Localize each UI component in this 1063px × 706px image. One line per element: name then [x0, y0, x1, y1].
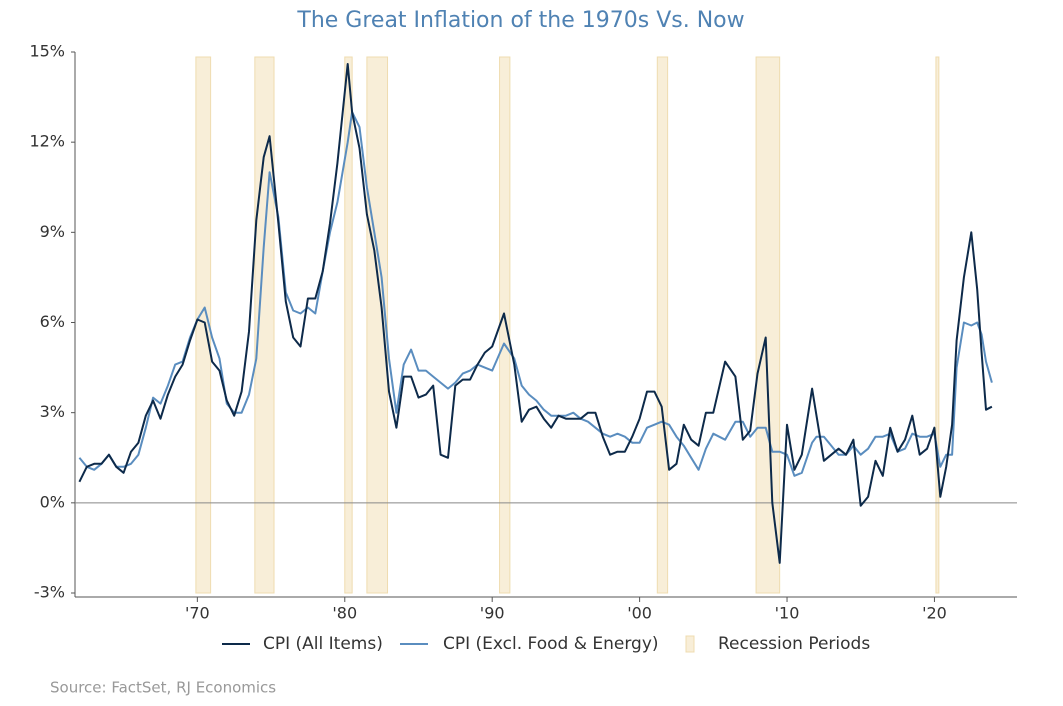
x-tick-label: '00	[627, 604, 652, 623]
legend-label: Recession Periods	[718, 634, 870, 654]
legend-swatch	[685, 635, 695, 653]
y-tick-label: 12%	[29, 132, 65, 151]
series-line	[78, 63, 993, 564]
series-line	[78, 111, 993, 477]
y-tick-label: 6%	[40, 312, 65, 331]
recession-band	[656, 56, 669, 594]
y-tick-label: 15%	[29, 42, 65, 61]
recession-band	[755, 56, 781, 594]
recession-band	[344, 56, 353, 594]
y-tick-label: 3%	[40, 402, 65, 421]
recession-band	[499, 56, 511, 594]
recession-band	[935, 56, 940, 594]
y-tick-label: 9%	[40, 222, 65, 241]
x-tick-label: '10	[775, 604, 800, 623]
x-tick-label: '90	[480, 604, 505, 623]
x-tick-label: '80	[332, 604, 357, 623]
legend-label: CPI (Excl. Food & Energy)	[443, 634, 659, 654]
chart-title: The Great Inflation of the 1970s Vs. Now	[296, 8, 744, 33]
recession-band	[366, 56, 389, 594]
x-tick-label: '20	[922, 604, 947, 623]
x-tick-label: '70	[185, 604, 210, 623]
legend-label: CPI (All Items)	[263, 634, 383, 654]
source-note: Source: FactSet, RJ Economics	[50, 679, 276, 697]
y-tick-label: 0%	[40, 492, 65, 511]
y-tick-label: -3%	[34, 583, 65, 602]
